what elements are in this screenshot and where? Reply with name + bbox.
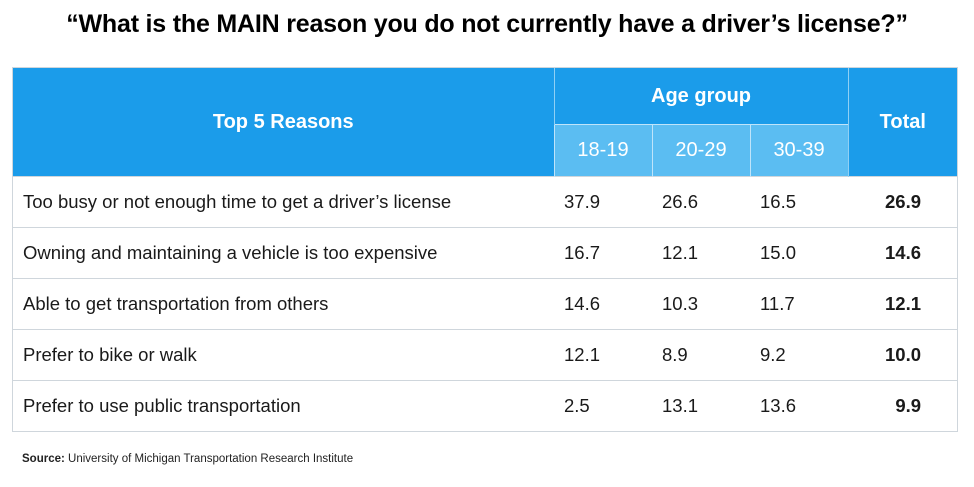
source-note: Source: University of Michigan Transport…: [22, 453, 353, 465]
value-cell: 12.1: [554, 329, 652, 381]
total-cell: 14.6: [848, 227, 958, 279]
value-cell: 13.1: [652, 380, 750, 431]
column-header-30-39: 30-39: [749, 124, 849, 177]
data-table: Top 5 Reasons Age group Total 18-19 20-2…: [13, 68, 958, 431]
value-cell: 16.7: [554, 227, 652, 279]
value-cell: 15.0: [750, 227, 849, 279]
table-row: Owning and maintaining a vehicle is too …: [13, 227, 958, 279]
value-cell: 8.9: [652, 329, 750, 381]
value-cell: 2.5: [554, 380, 652, 431]
data-table-container: Top 5 Reasons Age group Total 18-19 20-2…: [12, 67, 958, 432]
group-header: Age group: [553, 68, 849, 125]
row-header: Top 5 Reasons: [13, 68, 554, 177]
value-cell: 14.6: [554, 278, 652, 330]
value-cell: 37.9: [554, 176, 652, 228]
value-cell: 12.1: [652, 227, 750, 279]
total-cell: 12.1: [848, 278, 958, 330]
value-cell: 16.5: [750, 176, 849, 228]
total-cell: 9.9: [848, 380, 958, 431]
reason-cell: Owning and maintaining a vehicle is too …: [13, 227, 554, 279]
table-row: Able to get transportation from others 1…: [13, 278, 958, 330]
reason-cell: Prefer to bike or walk: [13, 329, 554, 381]
table-row: Prefer to bike or walk 12.1 8.9 9.2 10.0: [13, 329, 958, 381]
reason-cell: Prefer to use public transportation: [13, 380, 554, 431]
reason-cell: Able to get transportation from others: [13, 278, 554, 330]
value-cell: 10.3: [652, 278, 750, 330]
column-header-20-29: 20-29: [651, 124, 750, 177]
total-header: Total: [847, 68, 958, 177]
total-cell: 10.0: [848, 329, 958, 381]
table-row: Too busy or not enough time to get a dri…: [13, 176, 958, 228]
table-row: Prefer to use public transportation 2.5 …: [13, 380, 958, 431]
value-cell: 26.6: [652, 176, 750, 228]
value-cell: 9.2: [750, 329, 849, 381]
reason-cell: Too busy or not enough time to get a dri…: [13, 176, 554, 228]
column-header-18-19: 18-19: [553, 124, 652, 177]
chart-title: “What is the MAIN reason you do not curr…: [66, 10, 908, 38]
value-cell: 11.7: [750, 278, 849, 330]
total-cell: 26.9: [848, 176, 958, 228]
source-label: Source:: [22, 453, 65, 465]
value-cell: 13.6: [750, 380, 849, 431]
source-text: University of Michigan Transportation Re…: [68, 453, 354, 465]
